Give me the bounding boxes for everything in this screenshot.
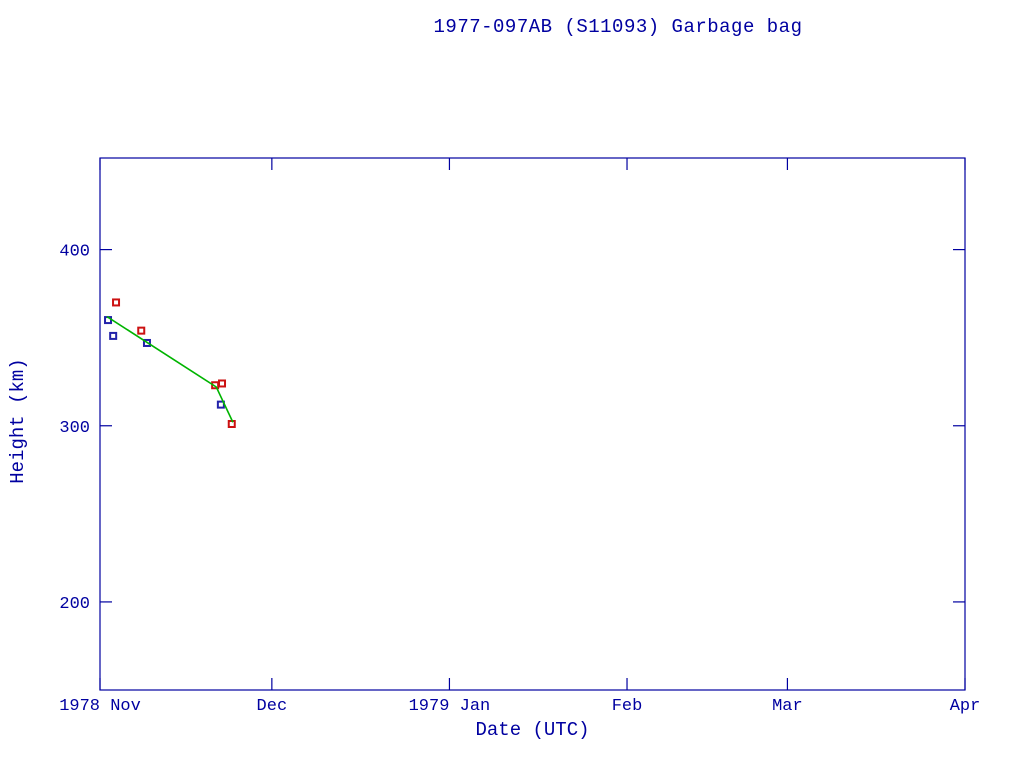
data-point-apogee-height: [112, 298, 121, 307]
x-tick-label: Feb: [612, 697, 643, 716]
data-point-apogee-height: [218, 379, 227, 388]
x-tick-label: 1978 Nov: [59, 697, 141, 716]
axis-box: [99, 157, 966, 691]
chart-title: 1977-097AB (S11093) Garbage bag: [433, 16, 803, 38]
data-point-apogee-height: [227, 420, 236, 428]
data-point-perigee-height: [142, 338, 151, 347]
data-point-perigee-height: [109, 331, 118, 340]
x-tick-label: Apr: [950, 697, 981, 716]
x-tick-label: Dec: [257, 697, 288, 716]
y-tick-label: 200: [59, 595, 90, 614]
x-tick-label: 1979 Jan: [409, 697, 491, 716]
series-mean-height-fit: [106, 315, 234, 423]
y-axis-label: Height (km): [7, 358, 29, 484]
y-tick-label: 400: [59, 243, 90, 262]
y-tick-label: 300: [59, 419, 90, 438]
x-tick-label: Mar: [772, 697, 803, 716]
data-point-apogee-height: [137, 326, 146, 335]
x-axis-label: Date (UTC): [475, 719, 590, 741]
